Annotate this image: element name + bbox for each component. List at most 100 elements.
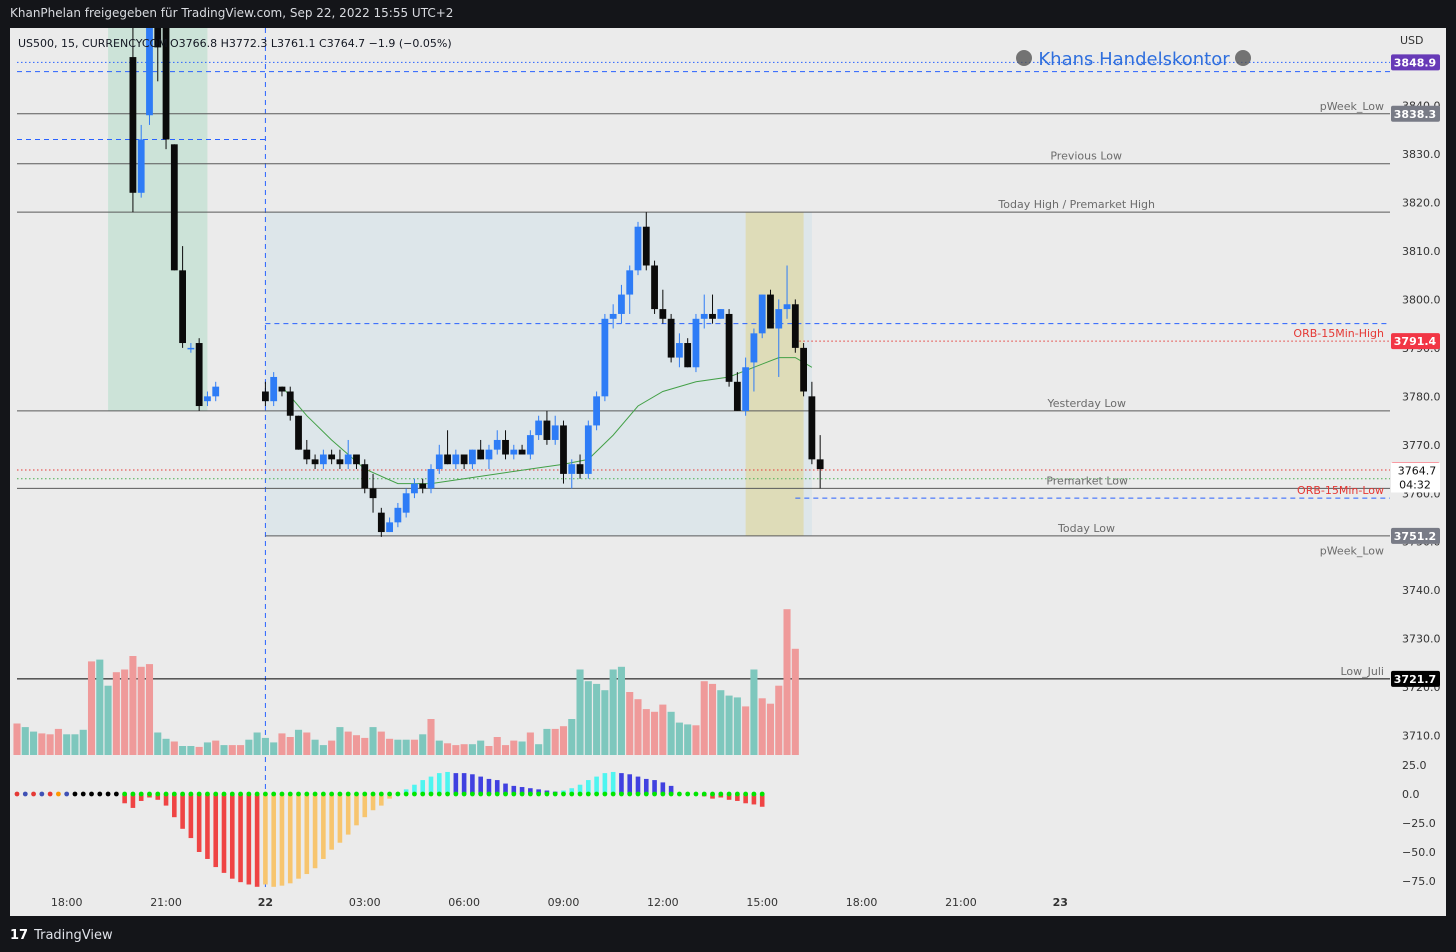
momentum-bar [619, 773, 624, 794]
candle-body [319, 454, 327, 465]
candle-body [469, 449, 476, 465]
momentum-bar [751, 794, 757, 805]
momentum-dot [238, 791, 243, 797]
time-tick-label: 18:00 [846, 896, 878, 909]
momentum-bar [279, 794, 285, 886]
volume-bar [568, 719, 576, 755]
candle-body [262, 391, 269, 402]
momentum-bar [337, 794, 343, 843]
candle-body [692, 318, 700, 368]
candle-body [460, 454, 468, 465]
candle-body [758, 294, 766, 334]
candle-body [477, 449, 485, 460]
momentum-bar [759, 794, 765, 807]
momentum-dot [387, 791, 392, 797]
momentum-dot [221, 791, 227, 797]
volume-bar [758, 698, 766, 755]
volume-bar [104, 685, 112, 755]
momentum-dot [552, 791, 558, 797]
candle-body [146, 28, 153, 116]
momentum-bar [577, 784, 583, 794]
volume-bar [203, 742, 211, 755]
price-tag-text: 3848.9 [1394, 56, 1436, 69]
volume-bar [593, 683, 601, 755]
candle-body [676, 343, 683, 358]
momentum-bar [627, 774, 633, 794]
candle-body [427, 469, 435, 489]
momentum-dot [652, 791, 657, 797]
momentum-bar [180, 794, 185, 829]
candle-body [361, 464, 369, 489]
session-zone [265, 212, 812, 536]
volume-bar [617, 666, 625, 755]
momentum-dot [378, 791, 384, 797]
price-tick-label: 3730.0 [1402, 633, 1441, 646]
momentum-bar [586, 780, 591, 794]
momentum-dot [138, 791, 144, 797]
price-tick-label: 3830.0 [1402, 148, 1441, 161]
volume-bar [394, 739, 402, 755]
footer: 17 TradingView [10, 924, 113, 946]
momentum-bar [354, 794, 359, 826]
volume-bar [195, 746, 203, 755]
time-tick-label: 18:00 [51, 896, 83, 909]
momentum-dot [105, 791, 111, 797]
price-axis-panel [1390, 28, 1446, 887]
level-label: Premarket Low [1046, 474, 1128, 487]
momentum-bar [494, 780, 500, 794]
momentum-dot [329, 791, 335, 797]
candle-body [518, 449, 526, 455]
momentum-dot [726, 791, 732, 797]
momentum-dot [229, 791, 235, 797]
volume-bar [584, 681, 592, 755]
volume-bar [129, 656, 137, 755]
momentum-dot [503, 791, 508, 797]
time-tick-label: 03:00 [349, 896, 381, 909]
last-price-box [1391, 462, 1440, 493]
momentum-dot [685, 791, 691, 797]
level-label: Today Low [1057, 522, 1115, 535]
momentum-dot [246, 791, 252, 797]
volume-bar [460, 744, 468, 755]
candle-body [543, 420, 551, 440]
candle-body [336, 459, 344, 465]
momentum-dot [585, 791, 591, 797]
volume-bar [501, 745, 510, 755]
volume-bar [154, 732, 162, 755]
candle-body [344, 454, 352, 465]
volume-bar [651, 711, 659, 755]
momentum-bar [511, 785, 517, 794]
wolf-icon [1016, 50, 1032, 66]
momentum-bar [296, 794, 301, 879]
momentum-dot [263, 791, 268, 797]
momentum-bar [594, 776, 599, 794]
volume-bar [96, 659, 104, 755]
momentum-dot [494, 791, 500, 797]
momentum-dot [660, 791, 666, 797]
candle-body [651, 265, 658, 310]
tradingview-brand[interactable]: TradingView [34, 927, 113, 943]
momentum-dot [536, 791, 542, 797]
price-tag-text: 3791.4 [1394, 335, 1437, 348]
volume-bar [386, 738, 394, 755]
momentum-dot [751, 791, 757, 797]
momentum-tick-label: −50.0 [1402, 846, 1436, 859]
candle-body [535, 420, 543, 436]
volume-bar [427, 719, 435, 755]
candle-body [353, 454, 360, 465]
tradingview-logo-icon[interactable]: 17 [10, 927, 29, 943]
candle-body [137, 139, 145, 193]
momentum-bar [436, 773, 442, 794]
candle-body [377, 512, 385, 533]
volume-bar [684, 724, 692, 755]
volume-bar [245, 739, 253, 755]
momentum-dot [130, 791, 136, 797]
volume-bar [162, 738, 170, 755]
momentum-dot [610, 791, 616, 797]
momentum-dot [470, 791, 475, 797]
price-tag [1391, 333, 1440, 350]
momentum-dot [113, 791, 119, 797]
momentum-bar [635, 776, 641, 794]
momentum-dot [180, 791, 186, 797]
